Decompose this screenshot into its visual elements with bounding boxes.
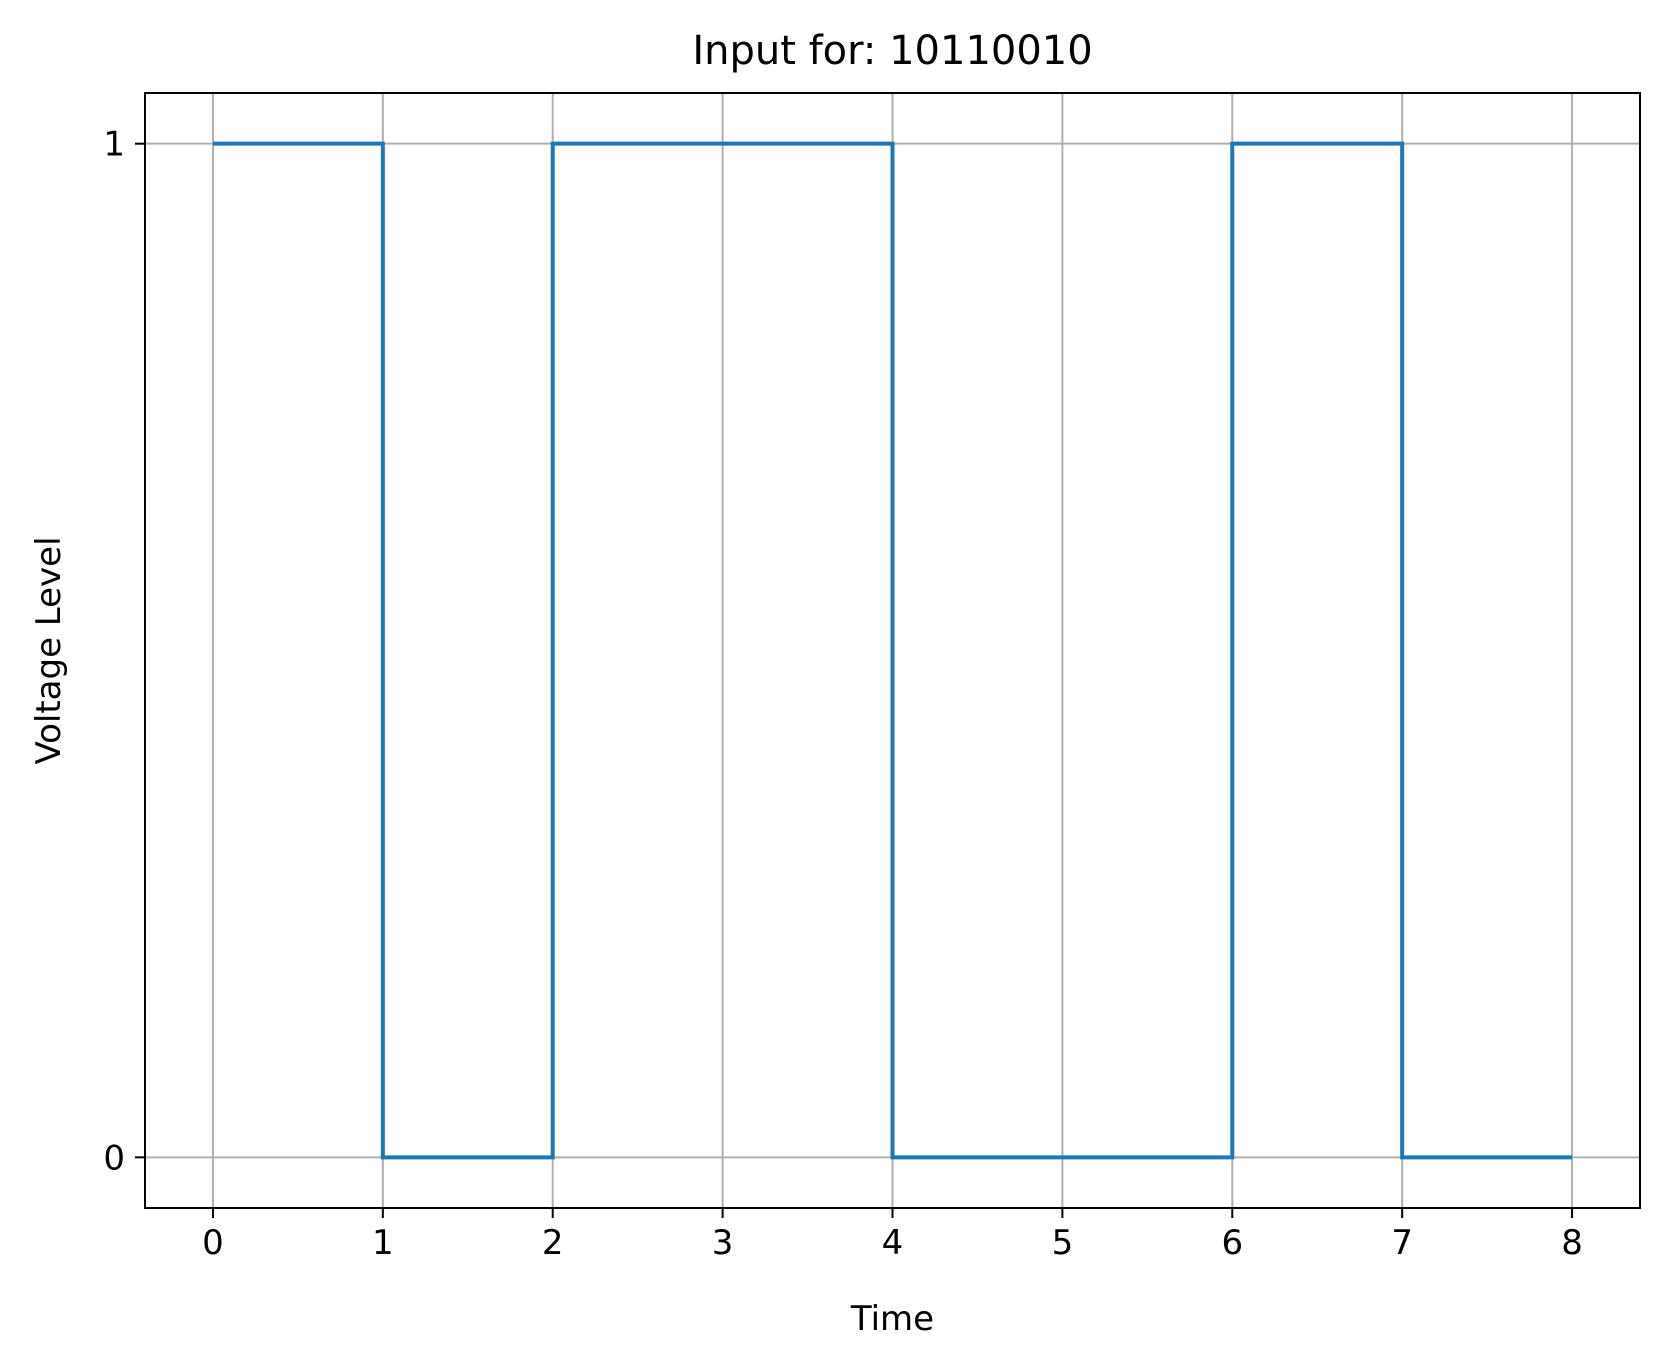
x-tick-label: 1 — [372, 1223, 394, 1263]
x-tick-label: 5 — [1052, 1223, 1074, 1263]
series — [212, 141, 1573, 1160]
x-tick-label: 0 — [202, 1223, 224, 1263]
y-axis-label: Voltage Level — [29, 536, 69, 764]
x-tick-label: 3 — [712, 1223, 734, 1263]
y-tick-label: 1 — [103, 125, 125, 165]
x-tick-label: 2 — [542, 1223, 564, 1263]
x-axis-label: Time — [850, 1299, 934, 1339]
chart-title: Input for: 10110010 — [692, 28, 1092, 74]
axis-ticks: 0 1 2 3 4 5 6 7 8 0 1 — [103, 125, 1583, 1263]
x-tick-label: 7 — [1391, 1223, 1413, 1263]
series-line — [212, 141, 1573, 1160]
x-tick-label: 8 — [1561, 1223, 1583, 1263]
x-tick-label: 6 — [1221, 1223, 1243, 1263]
x-tick-label: 4 — [882, 1223, 904, 1263]
y-tick-label: 0 — [103, 1138, 125, 1178]
